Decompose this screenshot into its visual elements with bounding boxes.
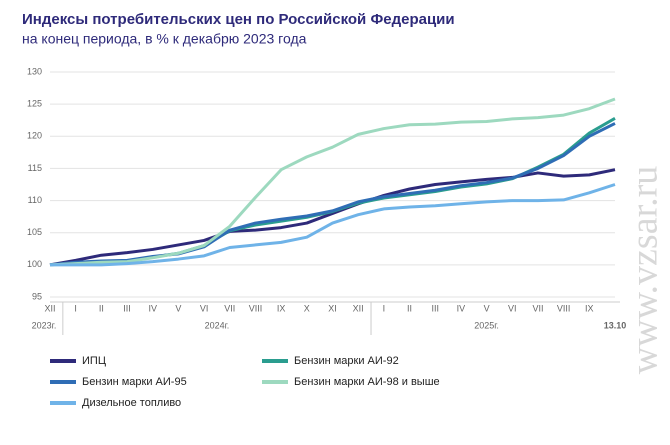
series-line (49, 122, 616, 267)
x-tick-label: V (175, 303, 181, 313)
legend-label: Бензин марки АИ-98 и выше (294, 376, 440, 388)
series-line (49, 116, 616, 267)
x-tick-label: II (99, 303, 104, 313)
chart-title: Индексы потребительских цен по Российско… (22, 11, 455, 28)
legend-label: Дизельное топливо (82, 397, 181, 409)
x-tick-label: IV (457, 303, 466, 313)
x-tick-label: II (407, 303, 412, 313)
x-tick-label: VIII (249, 303, 263, 313)
y-tick-label: 115 (28, 163, 42, 173)
x-tick-label: III (123, 303, 131, 313)
x-tick-label: III (431, 303, 439, 313)
x-tick-label: VIII (557, 303, 571, 313)
x-tick-label: VII (224, 303, 235, 313)
chart-subtitle: на конец периода, в % к декабрю 2023 год… (22, 31, 307, 47)
x-tick-label: IX (585, 303, 594, 313)
legend-label: ИПЦ (82, 355, 106, 367)
legend-label: Бензин марки АИ-95 (82, 376, 187, 388)
series-line (50, 183, 616, 267)
x-tick-label: I (383, 303, 386, 313)
x-tick-label: 13.10 (604, 320, 627, 330)
series-line (49, 97, 616, 267)
x-tick-label: XI (328, 303, 337, 313)
x-tick-label: IV (148, 303, 157, 313)
x-tick-label: XII (44, 303, 55, 313)
year-label: 2024г. (205, 320, 230, 330)
x-tick-label: I (74, 303, 77, 313)
legend-label: Бензин марки АИ-92 (294, 355, 399, 367)
x-tick-label: X (304, 303, 310, 313)
y-tick-label: 100 (27, 259, 42, 269)
x-tick-label: VI (508, 303, 517, 313)
x-tick-label: VII (532, 303, 543, 313)
y-tick-label: 110 (28, 195, 42, 205)
y-tick-label: 105 (27, 227, 42, 237)
y-tick-label: 95 (32, 291, 42, 301)
year-label: 2023г. (32, 320, 57, 330)
x-tick-label: XII (353, 303, 364, 313)
y-tick-label: 120 (27, 131, 42, 141)
x-tick-label: VI (200, 303, 209, 313)
series-line (49, 168, 616, 267)
x-tick-label: V (484, 303, 490, 313)
year-label: 2025г. (474, 320, 499, 330)
y-tick-label: 125 (27, 99, 42, 109)
x-tick-label: IX (277, 303, 286, 313)
watermark: www.vzsar.ru (624, 166, 666, 375)
y-tick-label: 130 (27, 66, 42, 76)
